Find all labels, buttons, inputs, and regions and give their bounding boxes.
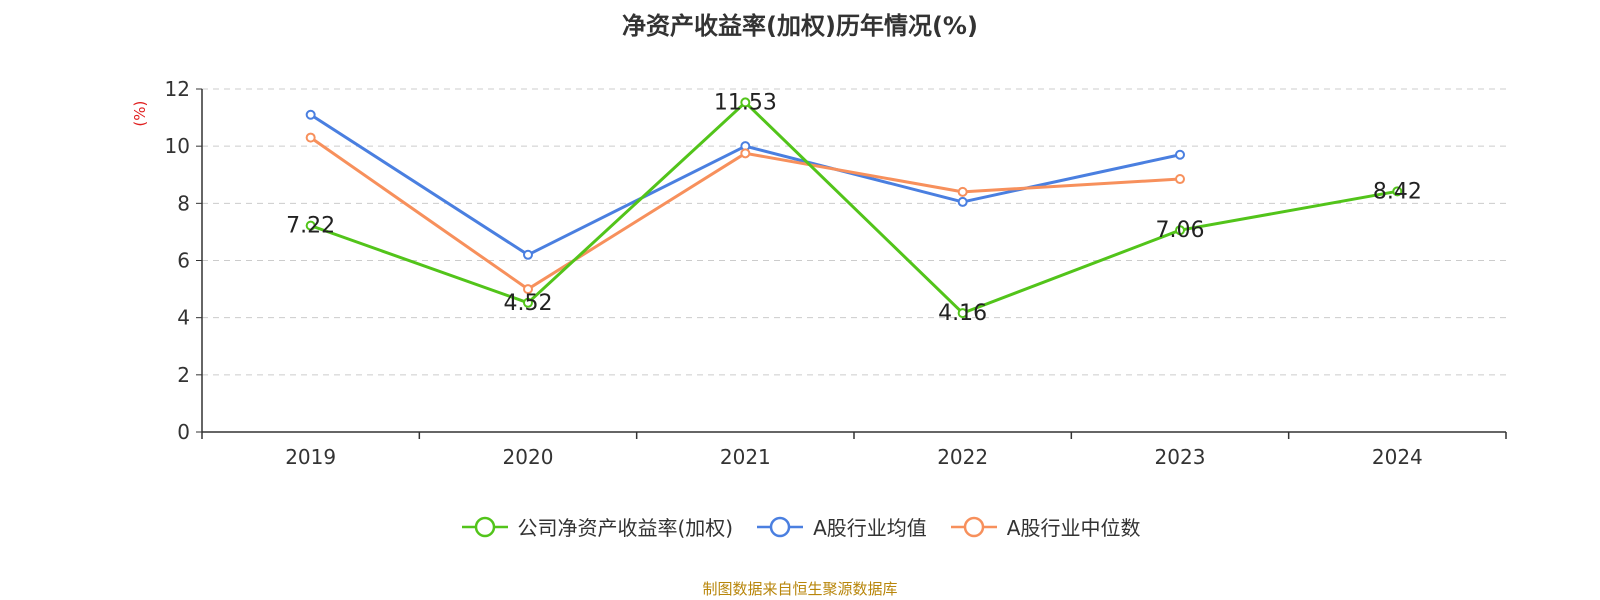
y-tick-label-0: 0 [177,420,190,444]
chart-title: 净资产收益率(加权)历年情况(%) [622,12,978,40]
axes: 0 2 4 6 8 10 12 2019 2020 2021 2022 2023 2024 (%) [131,77,1507,469]
point-industry_mean-2023[interactable] [1175,149,1185,160]
legend-item-company[interactable]: 公司净资产收益率(加权) [460,512,734,541]
data-label-2022: 4.16 [938,301,987,326]
series-line-company [310,100,1398,315]
point-company-2023[interactable] [1175,225,1185,236]
point-industry_median-2020[interactable] [523,284,533,295]
series-line-industry_mean [309,113,1181,257]
point-company-2024[interactable] [1392,186,1403,197]
data-labels: 7.22 4.52 11.53 4.16 7.06 8.42 [286,90,1422,326]
y-tick-label-12: 12 [165,77,190,101]
series-line-industry_median [309,136,1181,291]
x-tick-label-2021: 2021 [720,445,771,469]
legend-item-industry_mean[interactable]: A股行业均值 [755,512,927,541]
x-tick-label-2022: 2022 [937,445,988,469]
legend-marker-industry_median [950,516,997,537]
point-company-2021[interactable] [740,97,751,108]
data-label-2024: 8.42 [1373,179,1422,204]
data-label-2021: 11.53 [714,90,777,115]
point-industry_mean-2020[interactable] [523,249,533,260]
legend-label-company: 公司净资产收益率(加权) [517,516,734,540]
y-axis-label: (%) [131,101,149,127]
y-tick-label-2: 2 [177,363,190,387]
gridlines [202,88,1506,376]
x-tick-label-2023: 2023 [1155,445,1206,469]
data-label-2020: 4.52 [504,291,553,316]
point-industry_median-2023[interactable] [1175,174,1185,185]
point-industry_median-2019[interactable] [305,132,316,143]
source-note: 制图数据来自恒生聚源数据库 [702,580,898,598]
point-industry_mean-2022[interactable] [957,196,968,207]
legend: 公司净资产收益率(加权) A股行业均值 A股行业中位数 [0,512,1600,541]
point-industry_median-2021[interactable] [740,148,751,159]
data-label-2023: 7.06 [1156,218,1205,243]
point-company-2019[interactable] [305,220,316,231]
point-industry_median-2022[interactable] [957,186,968,197]
x-tick-label-2019: 2019 [285,445,336,469]
y-tick-label-10: 10 [165,134,190,158]
legend-marker-company [461,516,508,537]
point-industry_mean-2019[interactable] [305,109,316,120]
y-tick-label-4: 4 [177,306,190,330]
legend-item-industry_median[interactable]: A股行业中位数 [949,512,1141,541]
point-company-2020[interactable] [523,297,533,308]
legend-marker-industry_mean [757,516,804,537]
series-lines [305,97,1403,319]
x-tick-label-2024: 2024 [1372,445,1423,469]
y-tick-label-8: 8 [177,191,190,215]
point-company-2022[interactable] [957,308,968,319]
x-tick-label-2020: 2020 [503,445,554,469]
legend-label-industry_median: A股行业中位数 [1006,516,1141,540]
data-label-2019: 7.22 [286,214,335,239]
legend-label-industry_mean: A股行业均值 [813,516,927,540]
y-tick-label-6: 6 [177,249,190,273]
